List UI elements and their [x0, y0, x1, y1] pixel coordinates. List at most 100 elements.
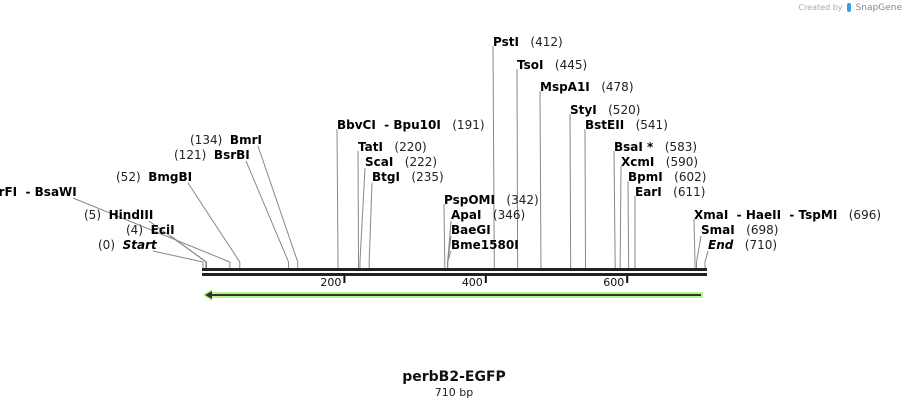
restriction-site-label[interactable]: Bme1580I	[451, 238, 519, 252]
site-position: (5)	[84, 208, 101, 222]
site-name: End	[708, 238, 734, 252]
site-position: (121)	[174, 148, 207, 162]
sequence-length: 710 bp	[434, 386, 474, 399]
site-name: PspOMI	[444, 193, 495, 207]
site-name: BmgBI	[148, 170, 193, 184]
site-position: (583)	[664, 140, 698, 154]
map-title: perbB2-EGFP	[402, 369, 506, 385]
restriction-site-label[interactable]: BbvCI - Bpu10I (191)	[337, 118, 485, 132]
site-name: TsoI	[517, 58, 544, 72]
restriction-site-label[interactable]: BaeGI	[451, 223, 491, 237]
site-name: BaeGI	[451, 223, 491, 237]
cut-site-line	[619, 165, 622, 269]
axis-tick-mark	[626, 276, 629, 283]
site-position: (0)	[98, 238, 115, 252]
restriction-site-label[interactable]: BtgI (235)	[372, 170, 444, 184]
restriction-site-label[interactable]: (0) Start	[98, 238, 157, 252]
site-name: BstEII	[585, 118, 625, 132]
restriction-site-label[interactable]: End (710)	[708, 238, 777, 252]
cut-site-line	[627, 180, 630, 269]
cut-site-line	[187, 182, 241, 263]
snapgene-credit: Created by SnapGene	[798, 3, 902, 13]
restriction-site-label[interactable]: XcmI (590)	[621, 155, 698, 169]
snapgene-logo-icon	[847, 3, 852, 12]
cut-site-line	[696, 235, 702, 263]
site-name: BsaI *	[614, 140, 654, 154]
restriction-site-label[interactable]: (38) AgeI - BsrFI - BsaWI	[0, 185, 77, 199]
site-name: TatI	[358, 140, 383, 154]
restriction-site-label[interactable]: BstEII (541)	[585, 118, 668, 132]
cut-site-line	[539, 90, 542, 269]
site-position: (445)	[554, 58, 588, 72]
site-name: ApaI	[451, 208, 482, 222]
restriction-site-label[interactable]: ScaI (222)	[365, 155, 437, 169]
site-name: BmrI	[229, 133, 262, 147]
restriction-site-label[interactable]: PspOMI (342)	[444, 193, 539, 207]
site-position: (220)	[394, 140, 427, 154]
cut-site-line	[584, 128, 587, 269]
restriction-site-label[interactable]: EarI (611)	[635, 185, 705, 199]
site-name: SmaI	[701, 223, 735, 237]
restriction-site-label[interactable]: (134) BmrI	[190, 133, 262, 147]
restriction-site-label[interactable]: XmaI - HaeII - TspMI (696)	[694, 208, 881, 222]
axis-tick-mark	[484, 276, 487, 283]
cut-site-line	[693, 218, 696, 269]
axis-tick-mark	[343, 276, 346, 283]
restriction-site-label[interactable]: ApaI (346)	[451, 208, 525, 222]
restriction-site-label[interactable]: (4) EciI	[126, 223, 175, 237]
site-name: BpmI	[628, 170, 663, 184]
restriction-site-label[interactable]: BsaI * (583)	[614, 140, 697, 154]
site-position: (698)	[746, 223, 779, 237]
cut-site-line	[257, 145, 299, 263]
restriction-site-label[interactable]: StyI (520)	[570, 103, 640, 117]
restriction-site-label[interactable]: SmaI (698)	[701, 223, 778, 237]
site-name: BbvCI - Bpu10I	[337, 118, 441, 132]
axis-tick-label: 200	[320, 276, 342, 289]
site-lines	[72, 45, 709, 269]
site-name: AgeI - BsrFI - BsaWI	[0, 185, 77, 199]
site-position: (412)	[530, 35, 563, 49]
cut-site-line	[516, 68, 519, 269]
site-name: ScaI	[365, 155, 394, 169]
site-name: HindIII	[108, 208, 154, 222]
feature-egfp-arrow[interactable]	[203, 289, 703, 301]
restriction-site-label[interactable]: (121) BsrBI	[174, 148, 250, 162]
cut-site-line	[447, 250, 452, 263]
axis-tick-label: 400	[461, 276, 483, 289]
restriction-site-label[interactable]: BpmI (602)	[628, 170, 706, 184]
site-position: (696)	[848, 208, 882, 222]
site-position: (541)	[635, 118, 668, 132]
cut-site-line	[492, 45, 495, 269]
restriction-site-label[interactable]: TsoI (445)	[517, 58, 587, 72]
restriction-site-label[interactable]: MspA1I (478)	[540, 80, 634, 94]
cut-site-line	[447, 235, 452, 263]
dna-strand-top	[202, 268, 707, 271]
site-position: (346)	[492, 208, 526, 222]
cut-site-line	[152, 250, 204, 263]
axis-ticks	[343, 276, 629, 283]
dna-strand-bottom	[202, 273, 707, 276]
site-name: PstI	[493, 35, 519, 49]
site-position: (191)	[452, 118, 485, 132]
restriction-site-label[interactable]: PstI (412)	[493, 35, 563, 49]
restriction-site-label[interactable]: (52) BmgBI	[116, 170, 192, 184]
site-name: Bme1580I	[451, 238, 519, 252]
restriction-site-label[interactable]: TatI (220)	[358, 140, 427, 154]
site-position: (342)	[506, 193, 539, 207]
cut-site-line	[357, 150, 360, 269]
restriction-site-label[interactable]: (5) HindIII	[84, 208, 153, 222]
site-position: (602)	[674, 170, 707, 184]
site-name: StyI	[570, 103, 597, 117]
site-name: BsrBI	[213, 148, 250, 162]
site-position: (611)	[673, 185, 706, 199]
site-position: (4)	[126, 223, 143, 237]
site-position: (134)	[190, 133, 223, 147]
cut-site-line	[569, 113, 572, 269]
site-name: MspA1I	[540, 80, 590, 94]
cut-site-line	[245, 160, 290, 263]
cut-site-line	[704, 250, 709, 263]
cut-site-line	[148, 220, 207, 263]
site-position: (235)	[411, 170, 444, 184]
axis-tick-label: 600	[603, 276, 625, 289]
